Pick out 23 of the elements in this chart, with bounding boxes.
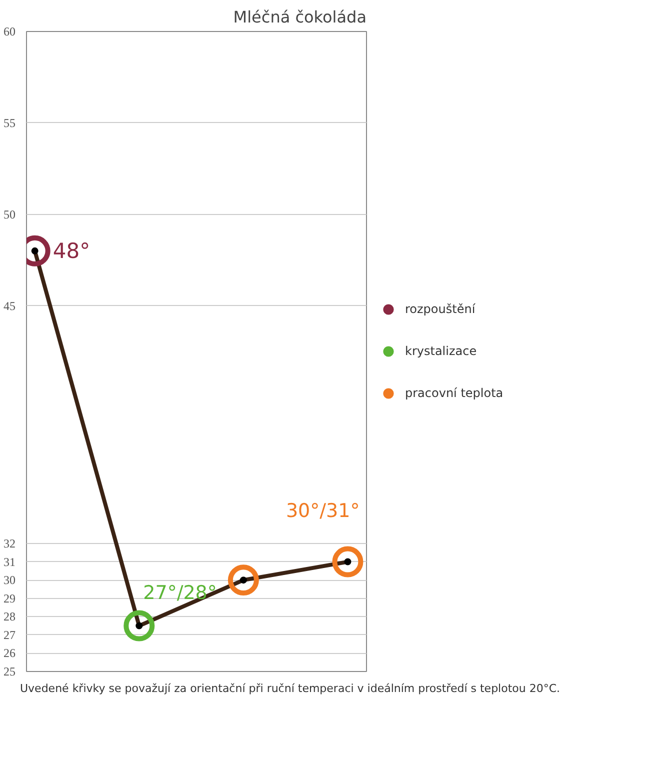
data-label: 48° [52,238,90,263]
y-tick-label: 45 [4,298,16,313]
data-label: 27°/28° [143,582,217,604]
y-tick-label: 25 [4,664,16,678]
point [124,610,155,642]
y-tick-label: 30 [4,573,16,588]
legend-label: rozpouštění [405,302,476,316]
legend-label: pracovní teplota [405,386,504,400]
chart-title: Mléčná čokoláda [233,8,366,26]
y-tick-label: 32 [4,536,16,550]
point [228,564,259,596]
y-tick-label: 26 [4,646,16,660]
data-label: 30°/31° [286,500,360,522]
y-tick-label: 27 [4,628,16,642]
y-tick-label: 31 [4,554,16,569]
y-tick-label: 55 [4,116,16,130]
y-tick-label: 50 [4,207,16,222]
y-tick-label: 60 [4,24,16,38]
point [332,546,364,578]
legend-label: krystalizace [405,344,477,358]
y-tick-label: 29 [4,591,16,606]
y-tick-label: 28 [4,610,16,624]
text: Uvedené křivky se považují za orientační při ruční temperaci v ideálním prostředí s teplotou 20°C. [20,681,560,697]
